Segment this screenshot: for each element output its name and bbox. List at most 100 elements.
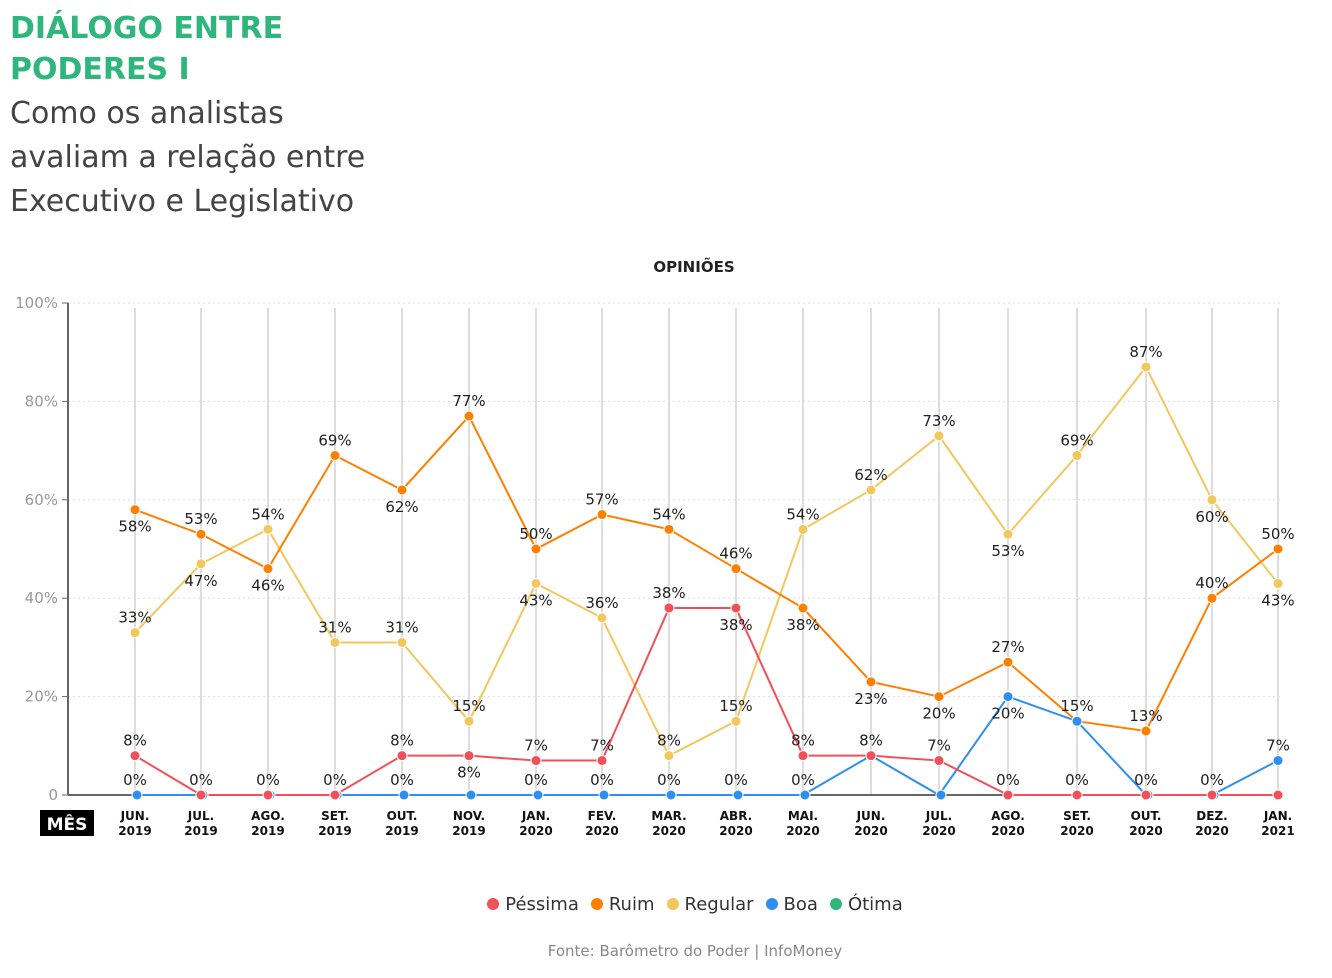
data-point [1140, 725, 1152, 737]
data-point [465, 789, 477, 801]
data-point [396, 636, 408, 648]
x-tick-label-year: 2020 [854, 824, 887, 838]
data-point [195, 558, 207, 570]
data-point [596, 612, 608, 624]
data-point [329, 789, 341, 801]
legend-item: Péssima [484, 894, 582, 915]
x-tick-label-month: JAN. [521, 809, 550, 823]
data-label: 27% [991, 638, 1024, 656]
data-label: 20% [922, 705, 955, 723]
data-point [1002, 656, 1014, 668]
data-point [129, 627, 141, 639]
data-label: 0% [657, 771, 681, 789]
series-line-péssima [134, 607, 1278, 796]
data-point [396, 750, 408, 762]
x-tick-label-year: 2019 [452, 824, 485, 838]
data-point [935, 789, 947, 801]
data-point [1272, 755, 1284, 767]
legend-dot-icon [829, 898, 842, 910]
data-point [933, 691, 945, 703]
x-tick-label-year: 2020 [1129, 824, 1162, 838]
data-label: 0% [1200, 771, 1224, 789]
plot-title: OPINIÕES [653, 257, 734, 276]
data-point [663, 750, 675, 762]
data-label: 50% [1261, 525, 1294, 543]
data-label: 54% [652, 505, 685, 523]
data-point [129, 504, 141, 516]
data-label: 69% [1060, 432, 1093, 450]
data-point [1002, 691, 1014, 703]
data-label: 7% [524, 737, 548, 755]
data-label: 0% [390, 771, 414, 789]
x-tick-label-month: SET. [321, 809, 349, 823]
data-label: 58% [118, 518, 151, 536]
data-point [730, 715, 742, 727]
data-label: 31% [385, 618, 418, 636]
data-label: 15% [452, 697, 485, 715]
data-point [396, 484, 408, 496]
legend-label: Boa [783, 894, 818, 915]
legend-label: Péssima [505, 894, 579, 915]
chart-subtitle: Como os analistas avaliam a relação entr… [10, 96, 366, 219]
data-point [663, 602, 675, 614]
x-tick-label-month: JUL. [187, 809, 214, 823]
series-line-ruim [134, 414, 1279, 733]
data-point [329, 450, 341, 462]
legend-item: Ótima [827, 894, 906, 915]
data-label: 0% [524, 771, 548, 789]
data-label: 8% [791, 732, 815, 750]
x-tick-label-year: 2021 [1261, 824, 1294, 838]
data-point [797, 602, 809, 614]
data-point [596, 509, 608, 521]
x-tick-label-month: DEZ. [1196, 809, 1227, 823]
data-label: 54% [786, 505, 819, 523]
data-point [1071, 450, 1083, 462]
data-point [1272, 543, 1284, 555]
data-label: 54% [251, 505, 284, 523]
data-label: 38% [786, 616, 819, 634]
x-tick-label-year: 2019 [184, 824, 217, 838]
x-tick-label-year: 2020 [719, 824, 752, 838]
data-point [262, 789, 274, 801]
data-label: 0% [1065, 771, 1089, 789]
data-label: 0% [724, 771, 748, 789]
x-tick-label-year: 2019 [118, 824, 151, 838]
legend-dot-icon [487, 898, 500, 910]
x-tick-label-year: 2020 [786, 824, 819, 838]
legend-dot-icon [765, 898, 778, 910]
x-axis-label-box [40, 810, 94, 836]
data-label: 0% [256, 771, 280, 789]
data-point [398, 789, 410, 801]
data-label: 8% [657, 732, 681, 750]
series-line-regular [134, 365, 1279, 757]
data-point [530, 543, 542, 555]
data-label: 53% [184, 510, 217, 528]
data-label: 8% [457, 764, 481, 782]
data-label: 0% [189, 771, 213, 789]
data-label: 38% [719, 616, 752, 634]
data-point [665, 789, 677, 801]
data-point [596, 755, 608, 767]
data-point [463, 715, 475, 727]
y-tick-label: 100% [15, 294, 58, 312]
data-point [530, 755, 542, 767]
data-label: 33% [118, 609, 151, 627]
data-label: 38% [652, 584, 685, 602]
data-point [1272, 789, 1284, 801]
x-tick-label-month: OUT. [1131, 809, 1162, 823]
x-tick-label-month: OUT. [387, 809, 418, 823]
y-tick-label: 40% [25, 589, 58, 607]
legend: Péssima Ruim Regular Boa Ótima [0, 894, 1332, 915]
data-label: 23% [854, 690, 887, 708]
data-point [1206, 592, 1218, 604]
y-tick-label: 80% [25, 392, 58, 410]
x-tick-label-month: NOV. [453, 809, 485, 823]
data-label: 20% [991, 705, 1024, 723]
data-point [1206, 789, 1218, 801]
data-label: 15% [719, 697, 752, 715]
x-tick-label-month: ABR. [720, 809, 752, 823]
data-point [131, 789, 143, 801]
data-label: 7% [927, 737, 951, 755]
x-tick-label-year: 2020 [922, 824, 955, 838]
